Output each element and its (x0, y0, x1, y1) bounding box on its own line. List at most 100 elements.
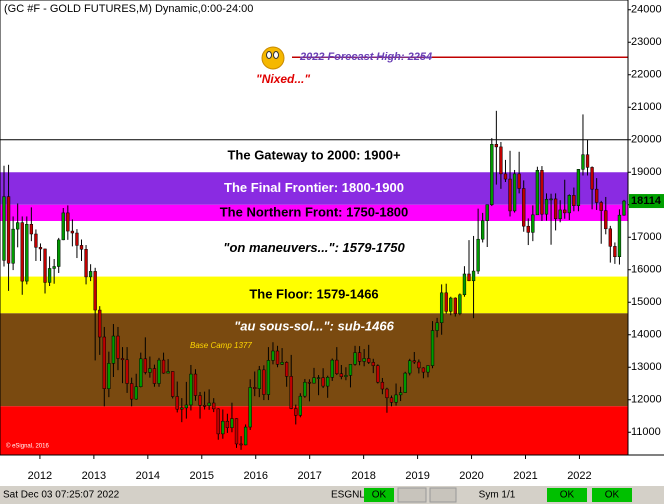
candle-body (585, 154, 590, 168)
band-label: The Gateway to 2000: 1900+ (227, 147, 400, 162)
x-tick-label: 2019 (405, 470, 429, 482)
band-label: The Final Frontier: 1800-1900 (224, 180, 404, 195)
candle-body (11, 228, 15, 264)
candle-body (143, 358, 147, 373)
candle-body (348, 364, 353, 376)
status-feed: ESGNL: (331, 490, 368, 501)
candle-body (234, 418, 239, 445)
candle-body (280, 362, 284, 365)
candle-body (590, 167, 594, 190)
candle-body (230, 418, 234, 428)
candle-body (367, 358, 371, 363)
status-ok: OK (560, 490, 575, 501)
candle-body (613, 246, 617, 258)
candle-body (148, 368, 152, 373)
candle-body (275, 350, 280, 365)
candle-body (171, 371, 175, 397)
status-bar-bg (0, 486, 664, 504)
candle-body (111, 335, 116, 364)
candle-body (152, 368, 157, 384)
x-tick-label: 2017 (297, 470, 321, 482)
candle-body (540, 170, 544, 215)
candle-body (526, 225, 530, 233)
status-box (364, 488, 394, 502)
candle-body (344, 375, 348, 377)
band-label: "au sous-sol...": sub-1466 (234, 319, 394, 334)
status-box (592, 488, 632, 502)
candle-body (394, 394, 398, 403)
candle-body (70, 230, 75, 234)
candle-body (47, 268, 52, 283)
candle-body (476, 238, 480, 272)
candle-body (25, 224, 29, 282)
candle-body (102, 336, 106, 389)
candle-body (435, 322, 439, 331)
candle-body (180, 407, 184, 410)
status-ok: OK (605, 490, 620, 501)
candle-body (43, 248, 47, 283)
candle-body (490, 144, 494, 206)
candle-body (353, 352, 357, 365)
candle-body (129, 383, 134, 400)
copyright: © eSignal, 2016 (6, 443, 49, 450)
candle-body (335, 359, 339, 375)
y-tick-label: 17000 (631, 231, 662, 243)
candle-body (494, 144, 499, 148)
x-tick-label: 2012 (28, 470, 52, 482)
candle-body (535, 170, 540, 216)
candle-body (430, 330, 435, 366)
candle-body (481, 220, 485, 240)
candle-body (125, 359, 129, 384)
candle-body (389, 397, 394, 403)
candle-body (212, 402, 216, 410)
candle-body (403, 372, 407, 393)
candle-body (330, 359, 334, 378)
candle-body (2, 196, 6, 261)
band (0, 139, 628, 173)
candle-body (549, 198, 553, 201)
emoji-eye (273, 51, 279, 59)
candle-body (485, 204, 489, 221)
candle-body (503, 173, 508, 180)
y-tick-label: 13000 (631, 361, 662, 373)
candle-body (417, 361, 421, 369)
candle-body (84, 249, 88, 278)
candle-body (558, 209, 562, 219)
x-tick-label: 2013 (82, 470, 106, 482)
candle-body (357, 352, 362, 362)
y-tick-label: 16000 (631, 264, 662, 276)
candle-body (439, 292, 444, 323)
candle-body (52, 266, 56, 269)
candle-body (271, 350, 275, 361)
candle-body (376, 365, 380, 383)
x-tick-label: 2020 (459, 470, 483, 482)
candle-body (202, 405, 207, 407)
candle-body (98, 309, 102, 338)
x-tick-label: 2015 (190, 470, 214, 482)
candle-body (79, 245, 84, 250)
candle-body (531, 214, 535, 233)
y-tick-label: 22000 (631, 69, 662, 81)
candle-body (467, 273, 471, 282)
status-bar: Sat Dec 03 07:25:07 2022 ESGNL: OK Sym 1… (0, 486, 664, 504)
candle-body (161, 359, 166, 374)
candle-body (262, 369, 266, 395)
y-tick-label: 15000 (631, 296, 662, 308)
candle-body (207, 402, 211, 406)
candle-body (458, 294, 462, 314)
candle-body (408, 360, 412, 374)
x-tick-label: 2016 (243, 470, 267, 482)
candle-body (371, 362, 375, 366)
status-box (547, 488, 587, 502)
candle-body (284, 362, 289, 377)
y-tick-label: 14000 (631, 329, 662, 341)
candle-body (362, 358, 366, 362)
candle-body (426, 365, 430, 373)
x-tick-label: 2021 (513, 470, 537, 482)
candle-body (471, 270, 476, 282)
emoji-face (261, 46, 285, 70)
candle-body (57, 239, 61, 267)
candle-body (198, 395, 202, 406)
candle-body (326, 377, 330, 387)
